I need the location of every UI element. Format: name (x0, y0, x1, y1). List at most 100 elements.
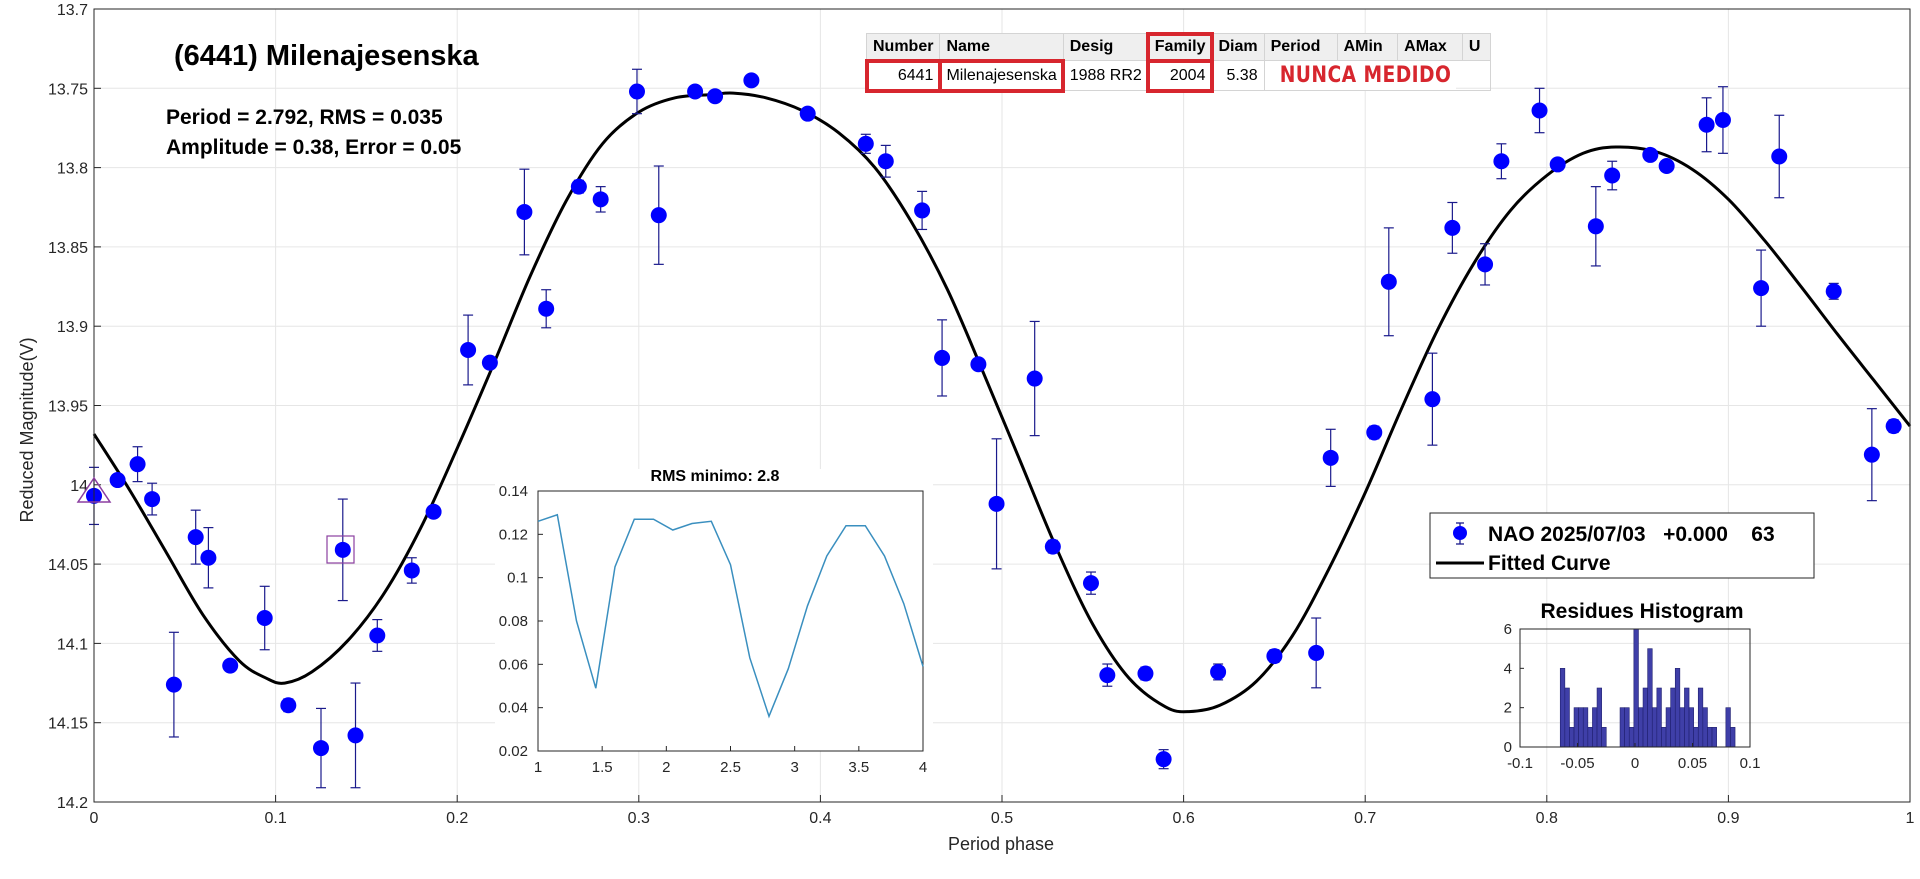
y-tick-label: 13.75 (48, 81, 88, 98)
data-point (187, 529, 204, 546)
histogram-bar (1592, 707, 1598, 748)
histogram-axes: -0.1 -0.05 0 0.05 0.1 0 2 4 6 (1504, 621, 1761, 772)
asteroid-info-table: Number Name Desig Family Diam Period AMi… (864, 31, 1492, 93)
main-plot-frame (93, 8, 1911, 803)
x-tick-label: 1 (1906, 810, 1915, 827)
col-amax: AMax (1397, 33, 1463, 61)
histogram-bar (1730, 727, 1736, 748)
data-point (1026, 370, 1043, 387)
x-axis-label: Period phase (948, 834, 1054, 854)
data-point (707, 88, 724, 105)
main-axes: 0 0.1 0.2 0.3 0.4 0.5 0.6 0.7 0.8 0.9 113.713.7513… (48, 2, 1915, 827)
col-period: Period (1263, 33, 1338, 61)
histogram-bar (1633, 628, 1639, 748)
histogram-bar (1573, 707, 1579, 748)
data-point (1308, 644, 1325, 661)
y-tick-label: 14.2 (57, 795, 88, 812)
data-point (799, 105, 816, 122)
data-point (200, 549, 217, 566)
rms-x-tick-label: 3 (790, 759, 798, 776)
rms-inset-ticks: 1 1.5 2 2.5 3 3.5 4 0.02 0.04 0.06 0.08 0.1 0.12 0.14 (499, 483, 927, 776)
data-point (1137, 665, 1154, 682)
data-point (1099, 667, 1116, 684)
data-point (1424, 391, 1441, 408)
data-point (1444, 219, 1461, 236)
triangle-marker (76, 476, 112, 503)
data-point (1885, 418, 1902, 435)
col-diam: Diam (1211, 33, 1265, 61)
y-tick-label: 13.95 (48, 399, 88, 416)
hist-y-tick-label: 6 (1504, 621, 1512, 638)
residues-histogram: Residues Histogram -0.1 -0.05 0 0.05 0.1 0 2 4 6 (1504, 600, 1761, 772)
y-axis-label: Reduced Magnitude(V) (17, 337, 37, 522)
histogram-bar (1725, 707, 1731, 748)
histogram-bar (1564, 687, 1570, 748)
data-point (1698, 116, 1715, 133)
fitted-curve-group (92, 91, 1912, 714)
rms-inset-title: RMS minimo: 2.8 (651, 468, 780, 485)
data-point (144, 491, 161, 508)
legend-marker-icon (1453, 526, 1467, 540)
data-point (1753, 280, 1770, 297)
hist-x-tick-label: 0.1 (1740, 755, 1761, 772)
x-tick-label: 0 (90, 810, 99, 827)
rms-inset-frame (537, 490, 924, 752)
cell-desig: 1988 RR2 (1062, 60, 1149, 91)
data-point (165, 676, 182, 693)
histogram-bar (1587, 727, 1593, 748)
histogram-bar (1628, 727, 1635, 748)
x-tick-label: 0.5 (991, 810, 1013, 827)
y-tick-label: 13.8 (57, 161, 88, 178)
plot-title: (6441) Milenajesenska (174, 40, 480, 72)
data-point (1863, 446, 1880, 463)
rms-x-tick-label: 4 (919, 759, 927, 776)
histogram-bar (1702, 707, 1708, 748)
data-point (1266, 648, 1283, 665)
data-point (970, 356, 987, 373)
hist-x-tick-label: -0.05 (1560, 755, 1594, 772)
hist-x-tick-label: -0.1 (1507, 755, 1533, 772)
histogram-bar (1624, 707, 1630, 748)
histogram-bar (1693, 727, 1699, 748)
y-tick-label: 13.7 (57, 2, 88, 19)
data-point (109, 472, 126, 489)
y-tick-label: 14 (70, 478, 88, 495)
histogram-bar (1674, 668, 1681, 748)
col-amin: AMin (1336, 33, 1399, 61)
rms-x-tick-label: 1 (534, 759, 542, 776)
data-point (129, 456, 146, 473)
histogram-bar (1569, 727, 1575, 748)
data-point (687, 83, 704, 100)
y-tick-label: 13.85 (48, 240, 88, 257)
data-point (592, 191, 609, 208)
histogram-bar (1711, 727, 1717, 748)
data-point (877, 153, 894, 170)
legend-series-label: NAO 2025/07/03 +0.000 63 (1488, 523, 1775, 546)
data-point (1322, 449, 1339, 466)
data-point (334, 541, 351, 558)
rms-y-tick-label: 0.14 (499, 483, 528, 500)
col-family: Family (1146, 31, 1214, 63)
histogram-bar (1661, 727, 1667, 748)
rms-curve (537, 513, 924, 719)
legend-box (1429, 512, 1815, 579)
data-point (1044, 538, 1061, 555)
rms-inset: 1 1.5 2 2.5 3 3.5 4 0.02 0.04 0.06 0.08 0.1 0.12 0.14… (495, 468, 933, 776)
data-point (256, 610, 273, 627)
data-point (1155, 751, 1172, 768)
hist-y-tick-label: 2 (1504, 700, 1512, 717)
data-point (1642, 146, 1659, 163)
data-point (1771, 148, 1788, 165)
histogram-title: Residues Histogram (1540, 600, 1743, 623)
rms-x-tick-label: 2 (662, 759, 670, 776)
data-point (403, 562, 420, 579)
x-tick-label: 0.7 (1354, 810, 1376, 827)
legend: NAO 2025/07/03 +0.000 63 Fitted Curve (1429, 512, 1815, 579)
data-point (914, 202, 931, 219)
data-point (650, 207, 667, 224)
x-tick-label: 0.3 (628, 810, 650, 827)
data-point (1380, 273, 1397, 290)
histogram-bar (1688, 707, 1694, 748)
x-tick-label: 0.2 (446, 810, 468, 827)
rms-x-tick-label: 3.5 (848, 759, 869, 776)
